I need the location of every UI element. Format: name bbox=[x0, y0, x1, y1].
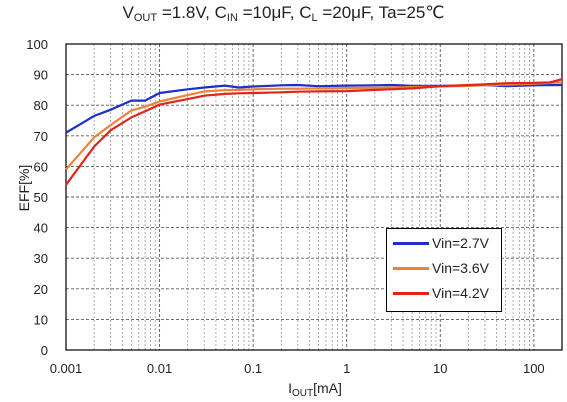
legend-item-vin-3-6: Vin=3.6V bbox=[391, 259, 499, 279]
legend-label-vin-3-6: Vin=3.6V bbox=[432, 260, 489, 276]
y-tick-label: 90 bbox=[34, 68, 48, 83]
x-axis-label-main: I bbox=[288, 380, 292, 396]
y-tick-label: 0 bbox=[41, 343, 48, 358]
y-tick-label: 20 bbox=[34, 282, 48, 297]
title-cl-sub: L bbox=[311, 12, 318, 24]
x-tick-label: 100 bbox=[523, 361, 545, 376]
y-tick-label: 40 bbox=[34, 221, 48, 236]
legend-item-vin-4-2: Vin=4.2V bbox=[391, 284, 499, 304]
title-v: V bbox=[122, 3, 134, 22]
series-line-vin-3-6v bbox=[65, 81, 563, 171]
series-line-vin-4-2v bbox=[65, 78, 563, 186]
x-tick-label: 0.001 bbox=[50, 361, 83, 376]
legend-item-vin-2-7: Vin=2.7V bbox=[391, 234, 499, 254]
chart-title: VOUT =1.8V, CIN =10μF, CL =20μF, Ta=25℃ bbox=[0, 3, 567, 24]
y-tick-label: 100 bbox=[26, 37, 48, 52]
plot-frame bbox=[65, 43, 563, 351]
y-tick-label: 60 bbox=[34, 159, 48, 174]
title-cin-sub: IN bbox=[226, 12, 238, 24]
y-axis-label: EFF[%] bbox=[16, 164, 32, 212]
legend: Vin=2.7V Vin=3.6V Vin=4.2V bbox=[386, 228, 502, 312]
x-axis-label: IOUT[mA] bbox=[0, 380, 567, 399]
y-tick-label: 80 bbox=[34, 98, 48, 113]
legend-swatch-vin-2-7 bbox=[393, 242, 429, 245]
y-tick-label: 70 bbox=[34, 129, 48, 144]
title-v-value: =1.8V, C bbox=[157, 3, 227, 22]
legend-label-vin-2-7: Vin=2.7V bbox=[432, 235, 489, 251]
x-tick-label: 10 bbox=[433, 361, 447, 376]
x-tick-label: 0.01 bbox=[147, 361, 172, 376]
x-axis-label-unit: [mA] bbox=[313, 380, 342, 396]
title-v-sub: OUT bbox=[133, 12, 158, 24]
x-tick-label: 1 bbox=[343, 361, 350, 376]
y-tick-label: 50 bbox=[34, 190, 48, 205]
legend-swatch-vin-4-2 bbox=[393, 292, 429, 295]
x-axis-label-sub: OUT bbox=[292, 388, 314, 399]
title-cl-value: =20μF, Ta=25℃ bbox=[317, 3, 445, 22]
y-tick-label: 10 bbox=[34, 312, 48, 327]
legend-swatch-vin-3-6 bbox=[393, 267, 429, 270]
y-tick-label: 30 bbox=[34, 251, 48, 266]
x-tick-label: 0.1 bbox=[244, 361, 262, 376]
legend-label-vin-4-2: Vin=4.2V bbox=[432, 285, 489, 301]
title-cin-value: =10μF, C bbox=[237, 3, 312, 22]
